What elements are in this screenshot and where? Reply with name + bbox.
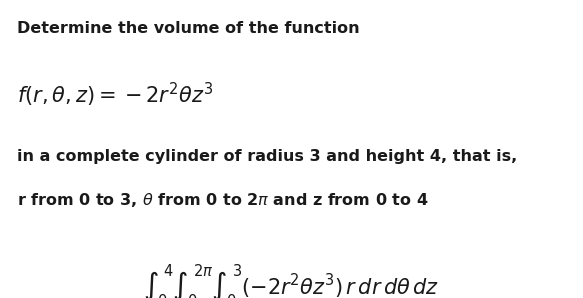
Text: r from 0 to 3, $\theta$ from 0 to 2$\pi$ and z from 0 to 4: r from 0 to 3, $\theta$ from 0 to 2$\pi$… — [17, 191, 429, 209]
Text: in a complete cylinder of radius 3 and height 4, that is,: in a complete cylinder of radius 3 and h… — [17, 149, 518, 164]
Text: $f(r,\theta,z) = -2r^2\theta z^3$: $f(r,\theta,z) = -2r^2\theta z^3$ — [17, 80, 213, 109]
Text: $\int_0^{\,4} \int_0^{\,2\pi} \int_0^{\,3} (-2r^2\theta z^3)\,r\,dr\,d\theta\,dz: $\int_0^{\,4} \int_0^{\,2\pi} \int_0^{\,… — [143, 262, 440, 298]
Text: Determine the volume of the function: Determine the volume of the function — [17, 21, 360, 36]
